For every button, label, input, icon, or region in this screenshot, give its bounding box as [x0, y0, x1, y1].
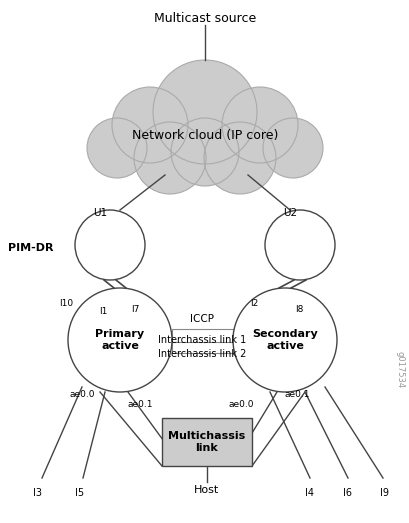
Bar	[162, 418, 252, 466]
Text: PIM-DR: PIM-DR	[8, 243, 53, 253]
Text: I8: I8	[294, 305, 303, 314]
Text: I7: I7	[131, 305, 139, 314]
Text: ae0.0: ae0.0	[70, 390, 95, 399]
Text: Interchassis link 2: Interchassis link 2	[158, 349, 246, 359]
Text: I10: I10	[59, 299, 73, 308]
Text: ae0.1: ae0.1	[284, 390, 310, 399]
Text: ICCP: ICCP	[190, 314, 214, 324]
Text: I4: I4	[305, 488, 314, 498]
Text: g017534: g017534	[395, 351, 404, 389]
Text: I9: I9	[380, 488, 389, 498]
Text: Host: Host	[194, 485, 219, 495]
Circle shape	[264, 210, 334, 280]
Circle shape	[232, 288, 336, 392]
Text: Multicast source: Multicast source	[153, 12, 256, 25]
Text: I2: I2	[249, 299, 257, 308]
Text: I1: I1	[99, 308, 108, 316]
Text: ae0.0: ae0.0	[228, 400, 254, 409]
Text: I5: I5	[75, 488, 84, 498]
Bar	[172, 329, 232, 353]
Text: Secondary
active: Secondary active	[252, 329, 317, 351]
Text: I3: I3	[34, 488, 43, 498]
Text: ae0.1: ae0.1	[128, 400, 153, 409]
Circle shape	[75, 210, 145, 280]
Circle shape	[68, 288, 172, 392]
Text: U2: U2	[282, 208, 297, 218]
Text: U1: U1	[93, 208, 107, 218]
Text: Multichassis
link: Multichassis link	[168, 431, 245, 453]
Text: Interchassis link 1: Interchassis link 1	[158, 335, 246, 345]
Text: I6: I6	[343, 488, 352, 498]
Text: Primary
active: Primary active	[95, 329, 144, 351]
Text: Network cloud (IP core): Network cloud (IP core)	[131, 129, 278, 142]
